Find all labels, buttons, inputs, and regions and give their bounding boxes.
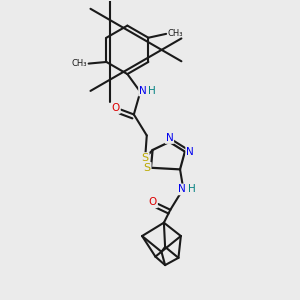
Text: O: O [112,103,120,113]
Text: S: S [142,153,149,163]
Text: H: H [188,184,196,194]
Text: CH₃: CH₃ [71,59,87,68]
Text: CH₃: CH₃ [168,29,183,38]
Text: N: N [178,184,185,194]
Text: H: H [148,85,155,96]
Text: N: N [139,85,147,96]
Text: N: N [166,133,173,143]
Text: N: N [186,147,194,157]
Text: O: O [149,197,157,207]
Text: S: S [143,163,151,173]
